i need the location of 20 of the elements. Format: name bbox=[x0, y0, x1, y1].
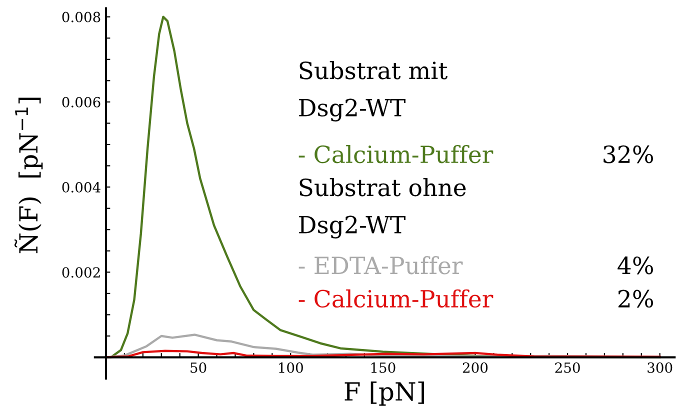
x-tick-label: 300 bbox=[648, 362, 672, 373]
y-tick-label: 0.008 bbox=[62, 12, 100, 22]
x-tick-label: 50 bbox=[190, 362, 206, 373]
x-tick-label: 250 bbox=[555, 362, 580, 373]
x-axis-title: F [pN] bbox=[344, 382, 424, 406]
y-tick-label: 0.004 bbox=[62, 182, 100, 193]
annotation: Substrat mit Dsg2-WT bbox=[299, 61, 448, 122]
text: - Calcium-Puffer bbox=[298, 144, 494, 164]
text: - EDTA-Puffer bbox=[298, 256, 463, 274]
x-tick-label: 100 bbox=[279, 362, 303, 373]
y-tick-label: 0.002 bbox=[62, 267, 100, 278]
annotation: 32% bbox=[604, 145, 654, 164]
y-axis-title: Ñ(F) [pN$^{−1}$] bbox=[14, 98, 43, 254]
annotation: 2% bbox=[618, 290, 654, 308]
x-tick-label: 200 bbox=[462, 362, 488, 373]
series-label: - Calcium-Puffer bbox=[298, 289, 494, 308]
annotation: Substrat ohne Dsg2-WT bbox=[299, 178, 466, 238]
x-tick-label: 150 bbox=[371, 362, 396, 373]
annotation: 4% bbox=[618, 256, 654, 274]
y-tick-label: 0.006 bbox=[62, 96, 100, 108]
